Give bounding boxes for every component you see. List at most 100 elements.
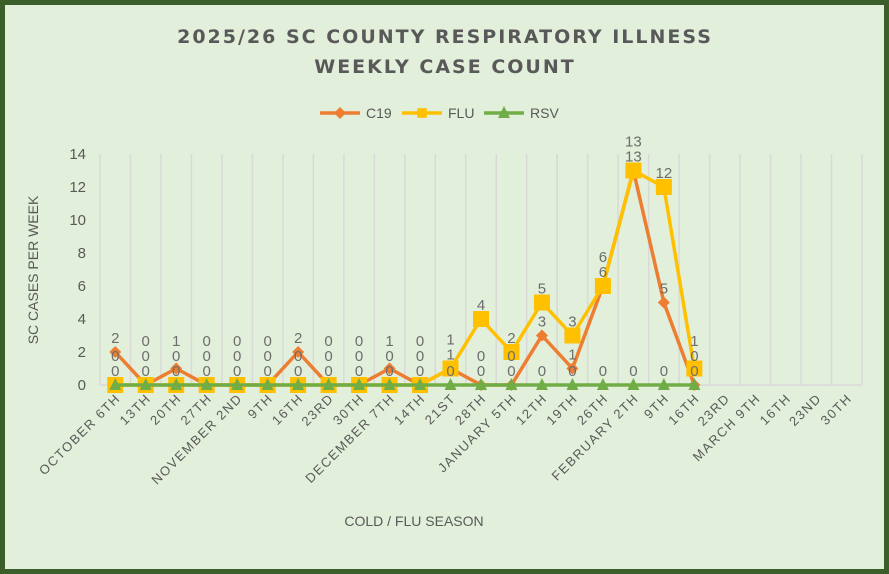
y-tick-label: 10 xyxy=(69,212,86,229)
data-label-c19: 0 xyxy=(142,333,150,350)
data-point-diamond xyxy=(657,296,670,309)
data-label-c19: 3 xyxy=(538,314,546,331)
x-tick-label: 13TH xyxy=(117,391,154,428)
data-label-flu: 0 xyxy=(111,348,119,365)
data-label-rsv: 0 xyxy=(446,363,454,380)
data-point-diamond xyxy=(566,362,579,375)
data-point-triangle xyxy=(414,378,427,390)
data-point-triangle xyxy=(109,378,122,390)
y-tick-label: 0 xyxy=(78,377,86,394)
data-point-diamond xyxy=(334,107,346,119)
data-point-square xyxy=(533,294,550,311)
data-label-c19: 0 xyxy=(263,333,271,350)
data-point-triangle xyxy=(139,378,152,390)
data-label-rsv: 0 xyxy=(233,363,241,380)
y-axis-label: SC CASES PER WEEK xyxy=(25,195,41,344)
data-label-flu: 0 xyxy=(233,348,241,365)
data-point-square xyxy=(686,360,703,377)
data-point-triangle xyxy=(688,378,701,390)
data-label-rsv: 0 xyxy=(416,363,424,380)
x-tick-label: 16TH xyxy=(757,391,794,428)
data-label-c19: 1 xyxy=(446,332,454,349)
gridlines xyxy=(99,154,863,386)
data-point-triangle xyxy=(627,378,640,390)
data-label-rsv: 0 xyxy=(660,363,668,380)
y-tick-label: 4 xyxy=(78,311,86,328)
legend-label: RSV xyxy=(530,105,559,121)
legend: C19 FLU RSV xyxy=(320,105,559,121)
data-point-square xyxy=(594,278,611,294)
data-point-triangle xyxy=(475,378,487,390)
x-tick-label: 21ST xyxy=(422,391,459,428)
y-tick-label: 8 xyxy=(78,245,86,262)
series-rsv xyxy=(109,378,701,390)
data-point-diamond xyxy=(170,362,183,375)
data-label-c19: 0 xyxy=(233,333,241,350)
data-label-flu: 0 xyxy=(416,348,424,365)
data-label-c19: 2 xyxy=(111,330,119,347)
x-tick-label: 16TH xyxy=(665,391,702,428)
data-label-rsv: 0 xyxy=(111,363,119,380)
data-label-c19: 1 xyxy=(385,333,393,350)
data-label-c19: 0 xyxy=(507,348,515,365)
data-label-c19: 0 xyxy=(324,333,332,350)
data-point-square xyxy=(655,179,672,195)
data-point-triangle xyxy=(566,378,579,390)
data-label-flu: 0 xyxy=(142,348,150,365)
series-group xyxy=(107,162,703,393)
y-tick-label: 6 xyxy=(78,278,86,295)
legend-label: FLU xyxy=(448,105,474,121)
data-point-square xyxy=(564,327,581,344)
data-label-c19: 0 xyxy=(355,333,363,350)
data-point-triangle xyxy=(596,378,609,390)
data-point-triangle xyxy=(353,378,366,390)
data-label-c19: 0 xyxy=(203,333,211,350)
data-label-rsv: 0 xyxy=(538,363,546,380)
data-point-triangle xyxy=(657,378,670,390)
data-label-flu: 0 xyxy=(172,348,180,365)
data-point-diamond xyxy=(383,362,396,375)
data-label-flu: 0 xyxy=(324,348,332,365)
x-tick-label: 19TH xyxy=(543,391,580,428)
x-tick-label: 16TH xyxy=(269,391,306,428)
x-tick-label: 20TH xyxy=(147,391,184,428)
data-label-c19: 6 xyxy=(599,249,607,266)
data-label-rsv: 0 xyxy=(477,363,485,380)
x-tick-label: OCTOBER 6TH xyxy=(36,391,123,478)
x-tick-label: 14TH xyxy=(391,391,428,428)
data-point-triangle xyxy=(498,106,510,118)
data-label-flu: 12 xyxy=(656,165,673,182)
data-label-rsv: 0 xyxy=(142,363,150,380)
x-tick-label: 30TH xyxy=(818,391,855,428)
data-label-flu: 13 xyxy=(625,149,642,166)
data-label-c19: 0 xyxy=(477,348,485,365)
data-label-rsv: 0 xyxy=(355,363,363,380)
data-point-triangle xyxy=(200,378,213,390)
data-label-flu: 3 xyxy=(568,314,576,331)
data-label-rsv: 0 xyxy=(172,363,180,380)
data-label-rsv: 0 xyxy=(203,363,211,380)
data-label-flu: 6 xyxy=(599,264,607,281)
data-label-flu: 2 xyxy=(507,330,515,347)
data-label-c19: 2 xyxy=(294,330,302,347)
data-label-flu: 0 xyxy=(203,348,211,365)
data-label-flu: 0 xyxy=(355,348,363,365)
data-point-square xyxy=(625,162,642,179)
data-point-triangle xyxy=(231,378,244,390)
y-axis-ticks: 0 2 4 6 8 10 12 14 xyxy=(69,146,86,394)
x-tick-label: 23RD xyxy=(298,391,336,429)
legend-label: C19 xyxy=(366,105,392,121)
legend-item-flu: FLU xyxy=(402,105,474,121)
data-label-flu: 1 xyxy=(690,333,698,350)
data-label-flu: 4 xyxy=(477,297,485,314)
data-label-c19: 0 xyxy=(416,333,424,350)
data-point-diamond xyxy=(535,329,548,342)
data-point-diamond xyxy=(109,346,122,358)
data-label-rsv: 0 xyxy=(690,363,698,380)
data-label-rsv: 0 xyxy=(568,363,576,380)
y-tick-label: 2 xyxy=(78,344,86,361)
data-label-c19: 1 xyxy=(568,347,576,364)
